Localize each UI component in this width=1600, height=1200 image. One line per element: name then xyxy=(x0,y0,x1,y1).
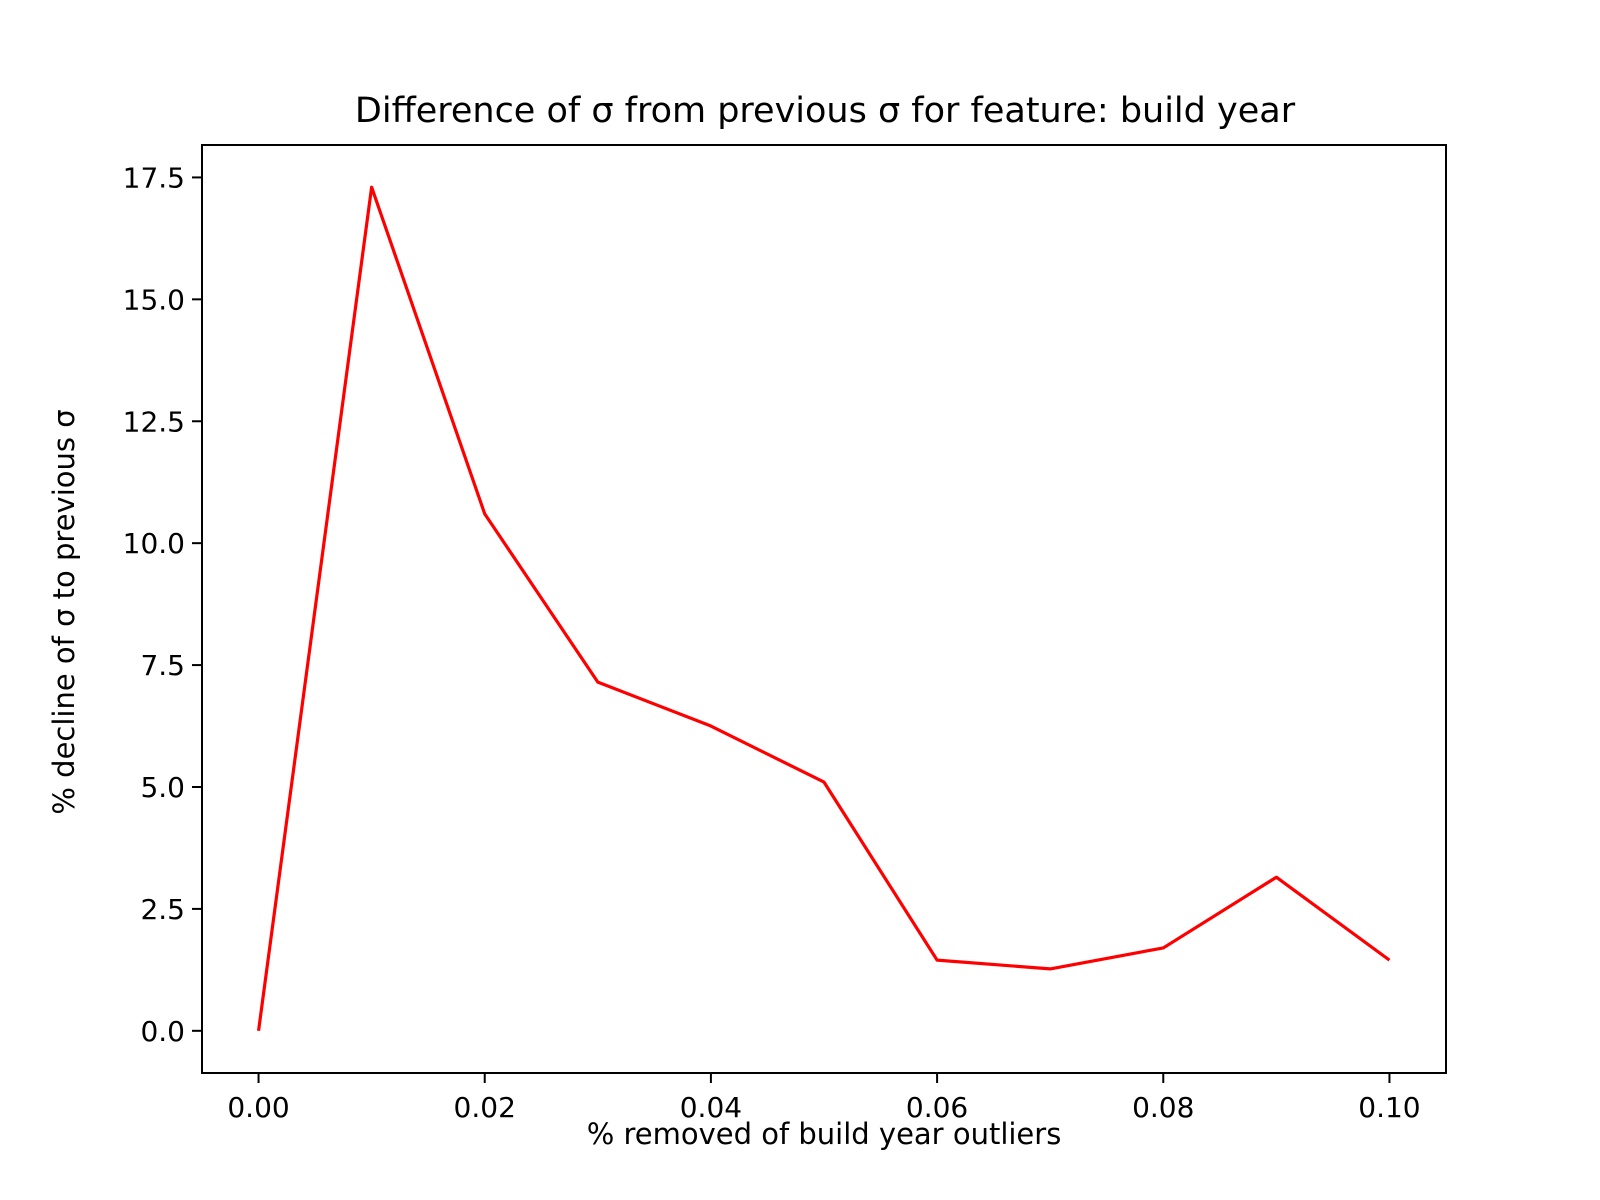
x-tick-label: 0.06 xyxy=(906,1091,968,1124)
x-tick-label: 0.00 xyxy=(227,1091,289,1124)
y-tick-label: 7.5 xyxy=(140,649,185,682)
plot-area-frame xyxy=(201,144,1447,1074)
y-tick-label: 12.5 xyxy=(123,405,185,438)
y-axis: 0.0 2.5 5.0 7.5 10.0 12.5 15.0 17.5 xyxy=(123,161,202,1048)
y-tick-label: 2.5 xyxy=(140,893,185,926)
y-axis-label: % decline of σ to previous σ xyxy=(47,409,81,814)
x-tick-label: 0.08 xyxy=(1132,1091,1194,1124)
y-tick-label: 15.0 xyxy=(123,283,185,316)
x-axis-label: % removed of build year outliers xyxy=(587,1117,1062,1151)
series-layer xyxy=(256,185,1391,1032)
y-tick-label: 17.5 xyxy=(123,161,185,194)
y-tick-label: 10.0 xyxy=(123,527,185,560)
series-line xyxy=(256,185,1391,1032)
x-tick-label: 0.04 xyxy=(680,1091,742,1124)
x-tick-label: 0.10 xyxy=(1358,1091,1420,1124)
y-tick-label: 5.0 xyxy=(140,771,185,804)
x-axis: 0.00 0.02 0.04 0.06 0.08 0.10 xyxy=(227,1073,1421,1124)
x-tick-label: 0.02 xyxy=(454,1091,516,1124)
chart-title: Difference of σ from previous σ for feat… xyxy=(355,91,1296,131)
y-tick-label: 0.0 xyxy=(140,1015,185,1048)
